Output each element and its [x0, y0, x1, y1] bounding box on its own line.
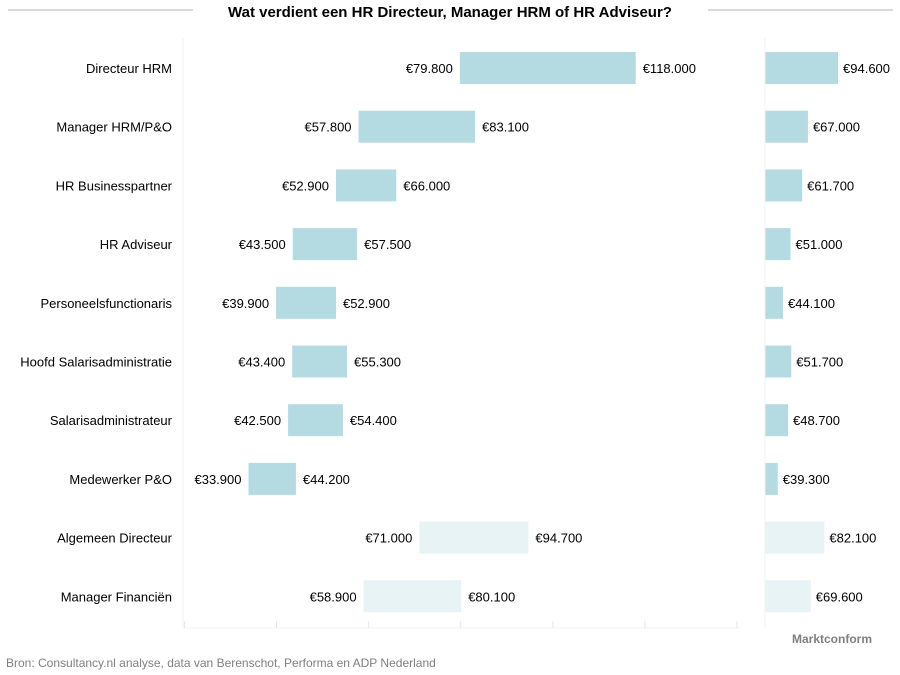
range-bar	[292, 345, 348, 378]
category-row: Salarisadministrateur €42.500 €54.400 €48.7…	[50, 404, 840, 437]
category-label: Hoofd Salarisadministratie	[20, 355, 172, 370]
category-label: Manager HRM/P&O	[56, 120, 172, 135]
marktconform-value-label: €67.000	[813, 120, 860, 135]
range-bar	[335, 169, 397, 202]
marktconform-bar	[765, 52, 839, 84]
marktconform-bar	[765, 228, 791, 261]
range-bar	[358, 110, 476, 143]
low-value-label: €43.500	[239, 237, 286, 252]
low-value-label: €79.800	[406, 61, 453, 76]
marktconform-value-label: €69.600	[816, 589, 863, 604]
marktconform-value-label: €51.700	[796, 355, 843, 370]
high-value-label: €55.300	[354, 355, 401, 370]
category-row: Directeur HRM €79.800 €118.000 €94.600	[86, 52, 890, 84]
high-value-label: €94.700	[535, 531, 582, 546]
marktconform-value-label: €44.100	[788, 296, 835, 311]
low-value-label: €39.900	[222, 296, 269, 311]
marktconform-bar	[765, 462, 778, 495]
low-value-label: €42.500	[234, 413, 281, 428]
category-label: Salarisadministrateur	[50, 413, 173, 428]
chart-title: Wat verdient een HR Directeur, Manager H…	[228, 4, 672, 21]
low-value-label: €57.800	[305, 120, 352, 135]
category-label: HR Adviseur	[100, 237, 173, 252]
category-row: HR Businesspartner €52.900 €66.000 €61.700	[56, 169, 854, 202]
range-bar	[419, 521, 529, 554]
high-value-label: €57.500	[364, 237, 411, 252]
low-value-label: €71.000	[365, 531, 412, 546]
category-row: Personeelsfunctionaris €39.900 €52.900 €44.…	[40, 286, 835, 319]
high-value-label: €54.400	[350, 413, 397, 428]
low-value-label: €52.900	[282, 178, 329, 193]
category-row: Algemeen Directeur €71.000 €94.700 €82.100	[57, 521, 876, 554]
category-label: Directeur HRM	[86, 61, 172, 76]
marktconform-bar	[765, 169, 803, 202]
category-label: Personeelsfunctionaris	[40, 296, 172, 311]
category-row: Medewerker P&O €33.900 €44.200 €39.300	[69, 462, 830, 495]
high-value-label: €44.200	[303, 472, 350, 487]
category-label: Algemeen Directeur	[57, 531, 173, 546]
category-label: Manager Financiën	[61, 589, 172, 604]
right-panel-label: Marktconform	[792, 632, 872, 646]
marktconform-bar	[765, 345, 792, 378]
category-label: HR Businesspartner	[56, 178, 173, 193]
range-bar	[288, 404, 343, 437]
marktconform-bar	[765, 110, 808, 143]
range-bar	[292, 228, 358, 261]
category-row: HR Adviseur €43.500 €57.500 €51.000	[100, 228, 843, 261]
range-bar	[276, 286, 336, 319]
low-value-label: €43.400	[238, 355, 285, 370]
range-bar	[459, 52, 636, 84]
source-note: Bron: Consultancy.nl analyse, data van B…	[6, 656, 436, 670]
marktconform-value-label: €39.300	[783, 472, 830, 487]
category-row: Hoofd Salarisadministratie €43.400 €55.300…	[20, 345, 843, 378]
high-value-label: €80.100	[468, 589, 515, 604]
high-value-label: €52.900	[343, 296, 390, 311]
marktconform-bar	[765, 404, 788, 437]
range-bar	[248, 462, 296, 495]
marktconform-bar	[765, 521, 825, 554]
category-label: Medewerker P&O	[69, 472, 172, 487]
high-value-label: €118.000	[643, 61, 696, 76]
marktconform-value-label: €51.000	[796, 237, 843, 252]
marktconform-value-label: €61.700	[807, 178, 854, 193]
marktconform-value-label: €48.700	[793, 413, 840, 428]
high-value-label: €83.100	[482, 120, 529, 135]
category-row: Manager HRM/P&O €57.800 €83.100 €67.000	[56, 110, 860, 143]
high-value-label: €66.000	[403, 178, 450, 193]
marktconform-bar	[765, 286, 783, 319]
marktconform-value-label: €94.600	[843, 61, 890, 76]
category-row: Manager Financiën €58.900 €80.100 €69.600	[61, 580, 863, 613]
low-value-label: €33.900	[194, 472, 241, 487]
range-bar	[363, 580, 462, 613]
marktconform-bar	[765, 580, 811, 613]
marktconform-value-label: €82.100	[829, 531, 876, 546]
low-value-label: €58.900	[310, 589, 357, 604]
